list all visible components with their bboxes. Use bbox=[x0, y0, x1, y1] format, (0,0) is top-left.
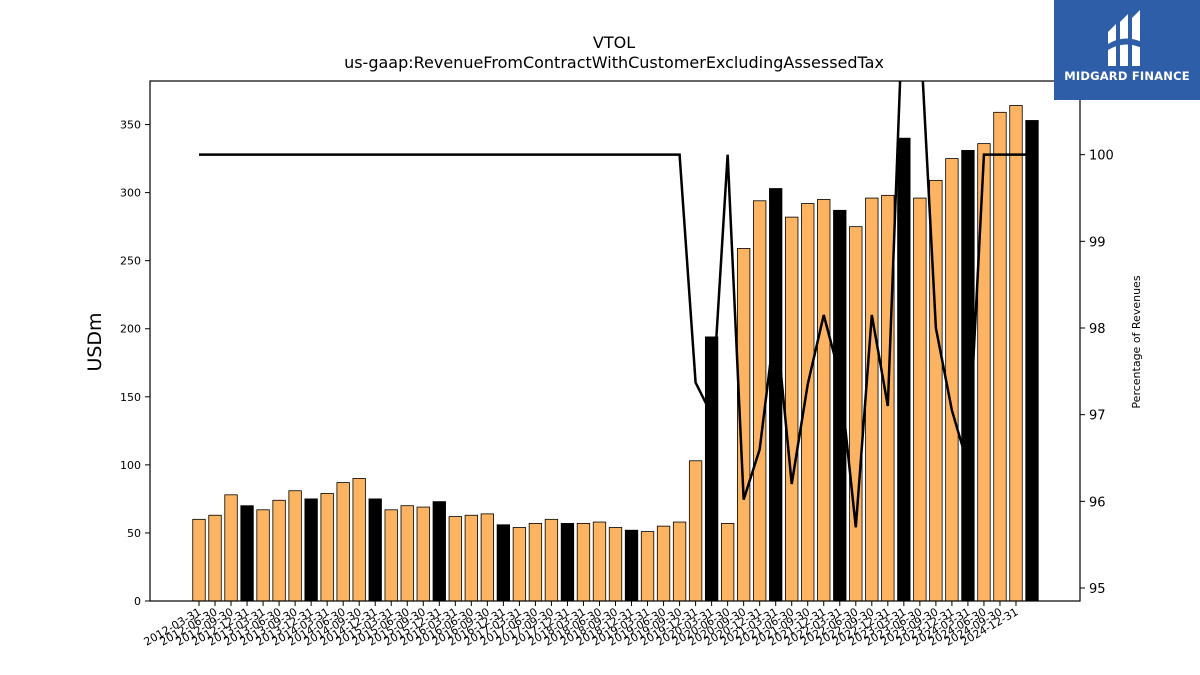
bar bbox=[897, 137, 911, 602]
bar bbox=[448, 516, 462, 602]
bar bbox=[224, 494, 238, 602]
bar bbox=[560, 523, 575, 602]
bar bbox=[480, 513, 494, 602]
bar bbox=[320, 493, 334, 602]
y-tick-label: 200 bbox=[120, 323, 141, 336]
bar bbox=[865, 197, 879, 602]
y-tick-label: 150 bbox=[120, 391, 141, 404]
bar bbox=[576, 523, 591, 602]
bar bbox=[704, 336, 719, 602]
bar bbox=[753, 200, 767, 602]
bar bbox=[913, 197, 927, 602]
y2-tick-label: 97 bbox=[1089, 409, 1106, 424]
bar bbox=[849, 226, 863, 602]
bar bbox=[672, 521, 687, 602]
bar bbox=[352, 478, 366, 602]
bar bbox=[544, 518, 559, 602]
bar bbox=[592, 521, 607, 602]
bar bbox=[785, 216, 799, 602]
bar bbox=[496, 524, 511, 602]
bar bbox=[192, 518, 206, 602]
y-tick-label: 300 bbox=[120, 187, 141, 200]
bar bbox=[817, 199, 831, 602]
y-tick-label: 100 bbox=[120, 459, 141, 472]
percentage-line-series bbox=[199, 81, 1032, 528]
bar bbox=[336, 482, 350, 602]
y2-tick-label: 98 bbox=[1089, 322, 1106, 337]
bar bbox=[288, 490, 302, 602]
y2-axis-label: Percentage of Revenues bbox=[1130, 275, 1143, 408]
bar bbox=[304, 498, 318, 602]
y2-tick-label: 100 bbox=[1089, 149, 1114, 164]
bar-series bbox=[192, 105, 1039, 602]
y2-tick-label: 96 bbox=[1089, 495, 1106, 510]
bar bbox=[801, 203, 815, 602]
bar bbox=[208, 514, 222, 602]
percentage-line bbox=[199, 81, 1032, 528]
bar bbox=[240, 505, 254, 602]
y-tick-label: 250 bbox=[120, 255, 141, 268]
logo-mark-icon bbox=[1108, 10, 1142, 66]
y-tick-label: 350 bbox=[120, 119, 141, 132]
bar bbox=[688, 460, 703, 602]
bar bbox=[416, 506, 430, 602]
midgard-finance-logo: MIDGARD FINANCE bbox=[1054, 0, 1200, 100]
bar bbox=[400, 505, 414, 602]
bar bbox=[368, 498, 382, 602]
bar bbox=[656, 525, 671, 602]
bar bbox=[769, 188, 783, 602]
bar bbox=[977, 143, 991, 602]
y-axis-label: USDm bbox=[84, 312, 106, 371]
bar bbox=[640, 531, 655, 602]
bar bbox=[720, 523, 735, 602]
bar bbox=[432, 501, 446, 602]
bar bbox=[608, 527, 623, 602]
bar bbox=[256, 509, 270, 602]
bar bbox=[945, 158, 959, 602]
y-tick-label: 50 bbox=[127, 527, 141, 540]
bar bbox=[272, 499, 286, 602]
bar bbox=[624, 529, 639, 602]
bar bbox=[993, 111, 1007, 602]
chart-subtitle: us-gaap:RevenueFromContractWithCustomerE… bbox=[344, 53, 884, 72]
bar bbox=[528, 523, 543, 602]
bar bbox=[1009, 105, 1023, 602]
logo-text: MIDGARD FINANCE bbox=[1064, 69, 1190, 83]
chart-title: VTOL bbox=[593, 33, 635, 52]
bar bbox=[512, 527, 527, 602]
y2-tick-label: 99 bbox=[1089, 235, 1106, 250]
bar bbox=[464, 514, 478, 602]
bar bbox=[384, 509, 398, 602]
bar bbox=[1025, 120, 1039, 602]
y2-tick-label: 95 bbox=[1089, 582, 1106, 597]
y-tick-label: 0 bbox=[134, 595, 141, 608]
